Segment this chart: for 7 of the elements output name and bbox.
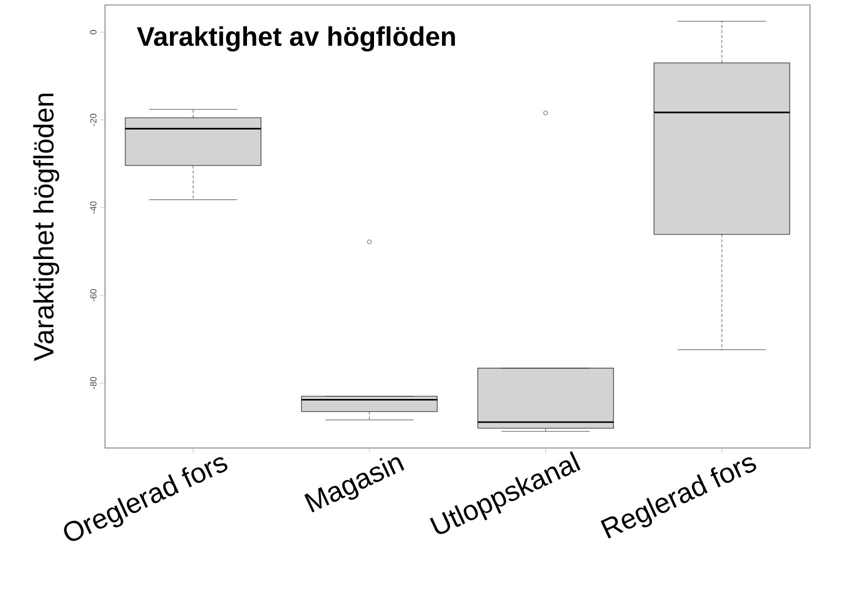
text: Varaktighet av högflöden [136, 26, 455, 52]
y-tick-label: -80 [90, 376, 96, 390]
y-tick-label: -40 [90, 202, 96, 214]
y-tick-label: -20 [90, 114, 96, 126]
y-axis-title: Varaktighet högflöden [33, 94, 60, 362]
y-tick-label: 0 [90, 30, 96, 34]
y-tick-label: -60 [90, 289, 96, 302]
